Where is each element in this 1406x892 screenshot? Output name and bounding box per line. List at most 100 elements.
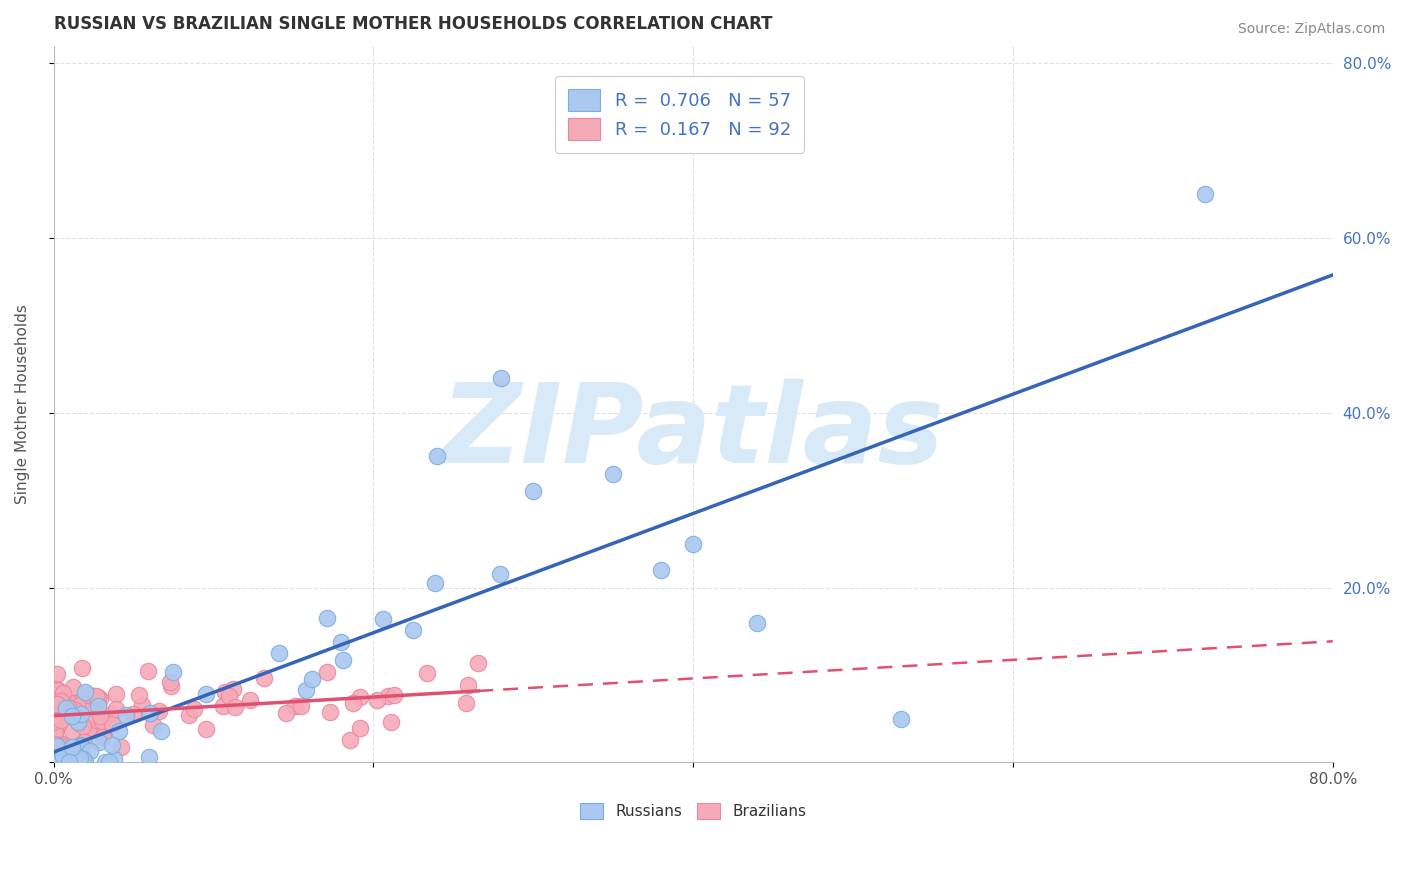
Point — [46, 666, 69, 681]
Point — [46, 682, 69, 697]
Point — [89, 709, 111, 723]
Point — [52, 749, 75, 764]
Point — [73, 684, 96, 698]
Point — [53, 700, 76, 714]
Point — [98, 756, 121, 770]
Point — [522, 484, 544, 499]
Point — [456, 696, 478, 710]
Point — [195, 687, 218, 701]
Point — [349, 690, 371, 704]
Point — [329, 634, 352, 648]
Point — [48, 756, 70, 770]
Point — [51, 737, 73, 751]
Point — [66, 714, 89, 729]
Point — [104, 702, 127, 716]
Point — [138, 750, 160, 764]
Point — [283, 698, 305, 713]
Point — [60, 724, 83, 739]
Point — [51, 694, 73, 708]
Point — [211, 699, 233, 714]
Text: RUSSIAN VS BRAZILIAN SINGLE MOTHER HOUSEHOLDS CORRELATION CHART: RUSSIAN VS BRAZILIAN SINGLE MOTHER HOUSE… — [53, 15, 772, 33]
Point — [315, 611, 337, 625]
Point — [128, 688, 150, 702]
Point — [56, 694, 79, 708]
Point — [84, 713, 107, 727]
Point — [46, 717, 69, 731]
Point — [75, 756, 97, 770]
Point — [49, 739, 72, 753]
Text: Source: ZipAtlas.com: Source: ZipAtlas.com — [1237, 22, 1385, 37]
Point — [103, 752, 125, 766]
Point — [44, 682, 66, 697]
Point — [89, 692, 111, 706]
Point — [77, 688, 100, 702]
Point — [101, 738, 124, 752]
Point — [44, 731, 66, 745]
Point — [87, 735, 110, 749]
Point — [46, 693, 69, 707]
Point — [45, 756, 67, 770]
Point — [44, 725, 66, 739]
Point — [142, 718, 165, 732]
Point — [195, 722, 218, 736]
Point — [218, 689, 240, 703]
Point — [131, 698, 153, 713]
Point — [53, 756, 76, 770]
Point — [339, 732, 361, 747]
Point — [45, 739, 67, 754]
Point — [52, 686, 75, 700]
Point — [177, 707, 200, 722]
Point — [107, 723, 129, 738]
Point — [332, 652, 354, 666]
Point — [467, 656, 489, 670]
Point — [44, 723, 66, 738]
Point — [138, 706, 160, 720]
Point — [46, 683, 69, 698]
Point — [46, 686, 69, 700]
Point — [48, 739, 70, 754]
Point — [44, 714, 66, 729]
Point — [63, 703, 86, 717]
Point — [491, 371, 513, 385]
Point — [52, 754, 75, 768]
Point — [294, 683, 316, 698]
Point — [66, 756, 89, 770]
Point — [70, 661, 93, 675]
Point — [371, 612, 394, 626]
Point — [315, 665, 337, 679]
Point — [276, 706, 298, 720]
Point — [93, 725, 115, 739]
Point — [105, 687, 128, 701]
Point — [79, 744, 101, 758]
Point — [110, 740, 132, 755]
Point — [342, 696, 364, 710]
Point — [44, 713, 66, 727]
Point — [149, 724, 172, 739]
Point — [301, 672, 323, 686]
Point — [319, 705, 342, 719]
Point — [62, 751, 84, 765]
Point — [747, 615, 769, 630]
Point — [239, 692, 262, 706]
Point — [63, 696, 86, 710]
Point — [222, 681, 245, 696]
Point — [58, 700, 80, 714]
Point — [44, 756, 66, 770]
Point — [62, 680, 84, 694]
Point — [67, 716, 90, 731]
Point — [377, 689, 399, 703]
Point — [51, 709, 73, 723]
Point — [94, 756, 117, 770]
Point — [183, 702, 205, 716]
Point — [79, 721, 101, 735]
Point — [84, 689, 107, 703]
Point — [349, 721, 371, 735]
Point — [56, 748, 79, 763]
Point — [159, 675, 181, 690]
Point — [56, 756, 79, 770]
Point — [890, 712, 912, 726]
Point — [51, 714, 73, 728]
Point — [72, 719, 94, 733]
Point — [55, 700, 77, 714]
Point — [160, 679, 183, 693]
